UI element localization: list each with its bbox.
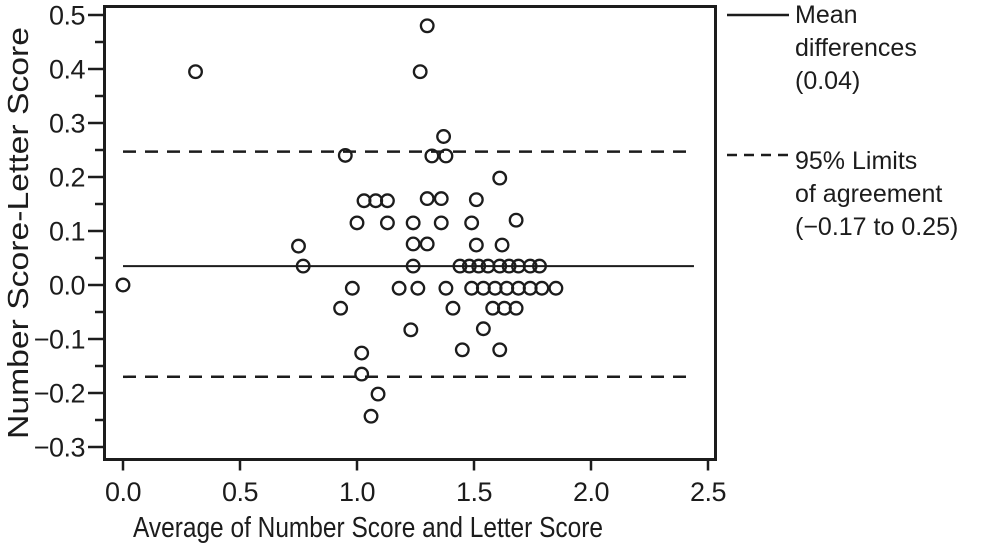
data-point bbox=[412, 64, 428, 80]
data-point bbox=[532, 258, 547, 274]
data-point bbox=[433, 191, 449, 207]
data-point bbox=[522, 258, 538, 274]
data-point bbox=[424, 148, 440, 164]
data-point bbox=[471, 258, 487, 274]
data-point bbox=[188, 64, 203, 80]
y-tick-label: −0.3 bbox=[34, 433, 85, 463]
data-point bbox=[419, 191, 435, 207]
data-point bbox=[295, 258, 311, 274]
legend-loa-label-line3: (−0.17 to 0.25) bbox=[795, 213, 958, 241]
data-point bbox=[363, 408, 379, 424]
data-point bbox=[337, 147, 353, 163]
data-point bbox=[436, 129, 452, 144]
data-point bbox=[405, 236, 421, 252]
data-point bbox=[370, 386, 386, 402]
data-point bbox=[410, 280, 426, 296]
y-tick-label: 0.1 bbox=[49, 217, 85, 247]
y-tick-label: −0.1 bbox=[34, 325, 85, 355]
data-point bbox=[403, 322, 419, 338]
data-point bbox=[508, 212, 524, 228]
legend-mean-label-line1: Mean bbox=[795, 1, 858, 29]
data-point bbox=[492, 342, 508, 358]
data-point bbox=[333, 300, 349, 316]
data-point bbox=[391, 280, 407, 296]
data-point bbox=[534, 280, 550, 296]
x-tick-label: 1.0 bbox=[339, 477, 375, 507]
data-point bbox=[349, 215, 365, 231]
data-point bbox=[419, 236, 435, 252]
data-point bbox=[354, 366, 370, 382]
x-tick-label: 2.5 bbox=[690, 477, 726, 507]
plot-frame bbox=[103, 5, 717, 461]
y-axis-title: Number Score-Letter Score bbox=[3, 27, 35, 439]
data-point bbox=[548, 280, 564, 296]
data-point bbox=[433, 215, 449, 231]
data-point bbox=[468, 192, 484, 208]
data-point bbox=[438, 148, 454, 164]
x-tick-label: 0.5 bbox=[222, 477, 258, 507]
data-point bbox=[452, 258, 468, 274]
data-point bbox=[492, 258, 508, 274]
x-axis-title: Average of Number Score and Letter Score bbox=[133, 512, 603, 544]
data-point bbox=[475, 321, 491, 337]
data-point bbox=[461, 258, 477, 274]
data-point bbox=[354, 345, 370, 361]
data-point bbox=[405, 215, 421, 231]
legend-loa-label-line1: 95% Limits bbox=[795, 147, 917, 175]
y-tick-label: 0.0 bbox=[49, 271, 85, 301]
data-point bbox=[494, 237, 510, 253]
legend-mean-label-line2: differences bbox=[795, 34, 917, 62]
data-point bbox=[419, 18, 435, 34]
x-tick-label: 2.0 bbox=[573, 477, 609, 507]
plot-area: 0.0 0.5 1.0 1.5 2.0 2.5 0.5 0.4 0.3 0.2 0.1 0.0 −0.1… bbox=[34, 1, 727, 508]
data-point bbox=[508, 300, 524, 316]
y-tick-label: 0.4 bbox=[49, 55, 86, 85]
x-tick-label: 0.0 bbox=[105, 477, 141, 507]
y-tick-label: 0.5 bbox=[49, 1, 85, 31]
data-point bbox=[468, 237, 484, 253]
data-point bbox=[115, 277, 131, 293]
data-point bbox=[405, 258, 421, 274]
y-tick-label: 0.3 bbox=[49, 109, 85, 139]
data-point bbox=[501, 258, 517, 274]
data-point bbox=[291, 238, 306, 254]
data-point bbox=[464, 215, 480, 231]
data-point bbox=[379, 193, 395, 209]
x-tick-label: 1.5 bbox=[456, 477, 492, 507]
legend-mean-label-line3: (0.04) bbox=[795, 67, 860, 95]
data-point bbox=[445, 300, 461, 316]
data-point bbox=[438, 280, 454, 296]
legend-loa-label-line2: of agreement bbox=[795, 180, 942, 208]
y-tick-label: −0.2 bbox=[34, 379, 85, 409]
data-point bbox=[492, 170, 508, 186]
data-point bbox=[344, 280, 360, 296]
data-point bbox=[379, 215, 395, 231]
y-tick-label: 0.2 bbox=[49, 163, 85, 193]
legend: Mean differences (0.04) 95% Limits of ag… bbox=[727, 1, 958, 241]
data-point bbox=[454, 342, 470, 358]
